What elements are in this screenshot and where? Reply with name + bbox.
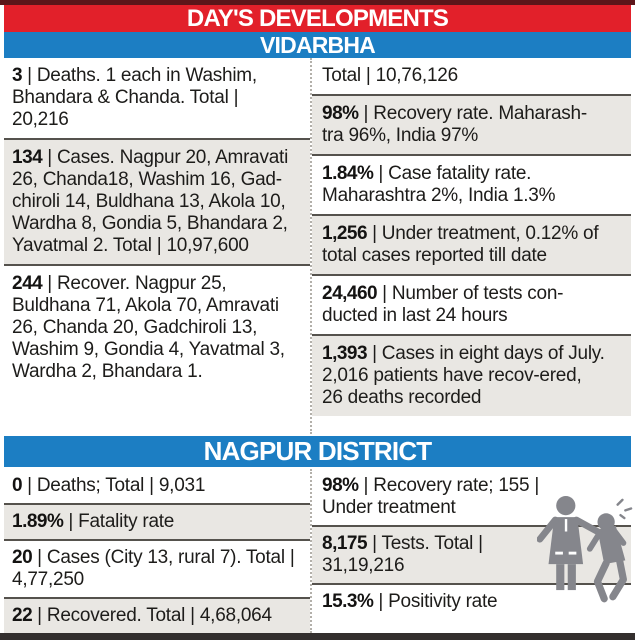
stat-text: | Number of tests con-ducted in last 24 … — [322, 283, 564, 326]
stat-item: 1,393 | Cases in eight days of July. 2,0… — [312, 334, 631, 416]
stat-value: 0 — [12, 475, 23, 496]
stat-text: | Tests. Total | 31,19,216 — [322, 533, 483, 576]
stat-value: 1,256 — [322, 223, 368, 244]
stat-item: 20 | Cases (City 13, rural 7). Total | 4… — [4, 539, 310, 597]
stat-value: 134 — [12, 147, 43, 168]
vidarbha-banner: VIDARBHA — [4, 32, 631, 58]
stat-value: 15.3% — [322, 591, 374, 612]
stat-value: 98% — [322, 103, 359, 124]
stat-value: 8,175 — [322, 533, 368, 554]
stat-item: 1.89% | Fatality rate — [4, 503, 310, 539]
stat-value: 1,393 — [322, 343, 368, 364]
stat-text: | Recovery rate. Maharash-tra 96%, India… — [322, 103, 587, 146]
stat-item: 1.84% | Case fatality rate. Maharashtra … — [312, 154, 631, 214]
stat-text: Total | 10,76,126 — [322, 65, 458, 86]
stat-value: 22 — [12, 605, 33, 626]
stat-item: 24,460 | Number of tests con-ducted in l… — [312, 274, 631, 334]
stat-value: 1.89% — [12, 511, 64, 532]
stat-text: | Cases in eight days of July. 2,016 pat… — [322, 343, 605, 408]
stat-item: 15.3% | Positivity rate — [312, 583, 631, 619]
stat-item: 1,256 | Under treatment, 0.12% of total … — [312, 214, 631, 274]
vidarbha-left-column: 3 | Deaths. 1 each in Washim, Bhandara &… — [4, 58, 310, 434]
stat-text: | Positivity rate — [373, 591, 498, 612]
stat-item: 0 | Deaths; Total | 9,031 — [4, 469, 310, 503]
nagpur-right-column: 98% | Recovery rate; 155 | Under treatme… — [310, 469, 633, 633]
stat-text: | Cases. Nagpur 20, Amravati 26, Chanda1… — [12, 147, 289, 256]
stat-text: | Recover. Nagpur 25, Buldhana 71, Akola… — [12, 273, 285, 382]
stat-text: | Deaths; Total | 9,031 — [22, 475, 206, 496]
stat-value: 3 — [12, 65, 23, 86]
stat-item: 244 | Recover. Nagpur 25, Buldhana 71, A… — [4, 264, 310, 390]
stat-value: 24,460 — [322, 283, 378, 304]
stat-item: 134 | Cases. Nagpur 20, Amravati 26, Cha… — [4, 138, 310, 264]
stat-text: | Deaths. 1 each in Washim, Bhandara & C… — [12, 65, 257, 130]
stat-text: | Fatality rate — [63, 511, 175, 532]
stat-value: 98% — [322, 475, 359, 496]
stat-item: Total | 10,76,126 — [312, 58, 631, 94]
vidarbha-section: 3 | Deaths. 1 each in Washim, Bhandara &… — [4, 58, 631, 434]
main-title-banner: DAY'S DEVELOPMENTS — [4, 5, 631, 32]
nagpur-section: 0 | Deaths; Total | 9,031 1.89% | Fatalit… — [4, 469, 633, 633]
stat-value: 1.84% — [322, 163, 374, 184]
page-title: DAY'S DEVELOPMENTS — [186, 4, 449, 32]
nagpur-banner-label: NAGPUR DISTRICT — [203, 436, 433, 466]
stat-text: | Under treatment, 0.12% of total cases … — [322, 223, 599, 266]
stat-value: 20 — [12, 547, 33, 568]
people-pushing-illustration-icon — [537, 496, 633, 603]
nagpur-banner: NAGPUR DISTRICT — [4, 436, 631, 467]
vidarbha-banner-label: VIDARBHA — [260, 31, 376, 58]
nagpur-left-column: 0 | Deaths; Total | 9,031 1.89% | Fatalit… — [4, 469, 310, 633]
vidarbha-right-column: Total | 10,76,126 98% | Recovery rate. Ma… — [310, 58, 631, 434]
stat-item: 98% | Recovery rate; 155 | Under treatme… — [312, 469, 631, 525]
stat-item: 98% | Recovery rate. Maharash-tra 96%, I… — [312, 94, 631, 154]
stat-value: 244 — [12, 273, 43, 294]
stat-text: | Recovery rate; 155 | Under treatment — [322, 475, 540, 518]
stat-text: | Cases (City 13, rural 7). Total | 4,77… — [12, 547, 295, 590]
stat-item: 22 | Recovered. Total | 4,68,064 — [4, 597, 310, 633]
stat-item: 3 | Deaths. 1 each in Washim, Bhandara &… — [4, 58, 310, 138]
top-border — [0, 0, 635, 5]
stat-text: | Recovered. Total | 4,68,064 — [32, 605, 272, 626]
bottom-border — [0, 633, 635, 640]
stat-text: | Case fatality rate. Maharashtra 2%, In… — [322, 163, 556, 206]
